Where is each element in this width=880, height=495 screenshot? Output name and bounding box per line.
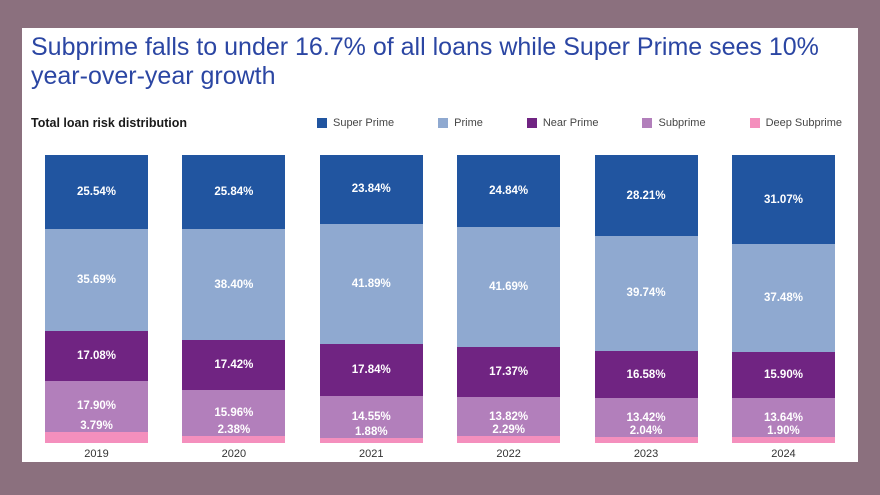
bar-segment-super-prime[interactable]: 28.21% (594, 155, 698, 237)
bar-stack-2023: 28.21% 39.74% 16.58% 13.42% 2.04% (594, 155, 698, 443)
bar-segment-subprime[interactable]: 14.55% (319, 395, 423, 438)
segment-value-label: 24.84% (489, 184, 529, 197)
x-axis-label: 2021 (359, 448, 384, 460)
segment-value-label: 17.08% (76, 349, 116, 362)
bar-segment-prime[interactable]: 38.40% (182, 229, 286, 340)
segment-value-label: 23.84% (351, 183, 391, 196)
segment-value-label: 14.55% (351, 410, 391, 423)
bar-segment-prime[interactable]: 41.69% (457, 226, 561, 347)
bar-segment-super-prime[interactable]: 25.84% (182, 155, 286, 230)
legend-item-prime[interactable]: Prime (438, 117, 483, 129)
bar-stack-2021: 23.84% 41.89% 17.84% 14.55% 1.88% (319, 155, 423, 443)
legend-label: Near Prime (542, 117, 599, 129)
segment-value-label: 16.58% (626, 368, 666, 381)
chart-header: Total loan risk distribution Super Prime… (22, 116, 858, 130)
bar-segment-deep-subprime[interactable]: 2.29% (457, 424, 561, 443)
segment-value-label: 17.37% (489, 365, 529, 378)
bar-segment-subprime[interactable]: 13.64% (731, 398, 835, 438)
legend-label: Deep Subprime (765, 117, 842, 129)
chart-subtitle: Total loan risk distribution (31, 116, 188, 130)
legend-item-super-prime[interactable]: Super Prime (316, 117, 395, 129)
bar-segment-near-prime[interactable]: 17.84% (319, 344, 423, 396)
segment-value-label: 17.84% (351, 363, 391, 376)
segment-value-label: 25.54% (76, 185, 116, 198)
page-title: Subprime falls to under 16.7% of all loa… (31, 33, 819, 90)
segment-value-label: 13.64% (763, 411, 803, 424)
segment-value-label: 17.90% (76, 400, 116, 413)
bar-stack-2020: 25.84% 38.40% 17.42% 15.96% 2.38% (182, 155, 286, 443)
bar-segment-near-prime[interactable]: 17.42% (182, 339, 286, 391)
bar-segment-near-prime[interactable]: 17.37% (457, 346, 561, 397)
bar-column-2021: 23.84% 41.89% 17.84% 14.55% 1.88% 2021 (319, 155, 423, 460)
segment-value-label: 37.48% (763, 292, 803, 305)
segment-value-label: 39.74% (626, 287, 666, 300)
legend: Super Prime Prime Near Prime Subprime Deep S… (316, 117, 842, 129)
bar-segment-super-prime[interactable]: 25.54% (45, 155, 148, 229)
bar-column-2020: 25.84% 38.40% 17.42% 15.96% 2.38% 2020 (182, 155, 286, 460)
stacked-bar-chart: 25.54% 35.69% 17.08% 17.90% 3.79% 2019 25.84% 3… (22, 155, 858, 460)
segment-value-label: 41.89% (351, 277, 391, 290)
x-axis-label: 2019 (84, 448, 109, 460)
bar-segment-deep-subprime[interactable]: 1.88% (319, 426, 423, 443)
bar-segment-super-prime[interactable]: 23.84% (319, 155, 423, 224)
bar-segment-near-prime[interactable]: 17.08% (45, 331, 148, 381)
bar-segment-subprime[interactable]: 13.42% (594, 398, 698, 438)
bar-stack-2019: 25.54% 35.69% 17.08% 17.90% 3.79% (45, 155, 148, 443)
bar-segment-subprime[interactable]: 17.90% (45, 380, 148, 433)
bar-column-2023: 28.21% 39.74% 16.58% 13.42% 2.04% 2023 (594, 155, 698, 460)
bar-segment-prime[interactable]: 35.69% (45, 228, 148, 332)
legend-label: Prime (454, 117, 483, 129)
bar-segment-near-prime[interactable]: 16.58% (594, 350, 698, 399)
bar-segment-deep-subprime[interactable]: 3.79% (45, 420, 148, 443)
legend-item-subprime[interactable]: Subprime (642, 117, 706, 129)
legend-swatch-subprime (642, 118, 653, 128)
legend-swatch-super-prime (316, 118, 327, 128)
bar-segment-deep-subprime[interactable]: 2.04% (594, 425, 698, 443)
segment-value-label: 38.40% (214, 278, 254, 291)
segment-value-label: 25.84% (214, 186, 254, 199)
segment-value-label: 17.42% (214, 359, 254, 372)
bar-segment-prime[interactable]: 39.74% (594, 236, 698, 351)
x-axis-label: 2022 (496, 448, 521, 460)
bar-segment-subprime[interactable]: 15.96% (182, 390, 286, 437)
x-axis-label: 2024 (771, 448, 796, 460)
bar-segment-subprime[interactable]: 13.82% (457, 396, 561, 437)
legend-label: Subprime (658, 117, 706, 129)
chart-panel: Subprime falls to under 16.7% of all loa… (22, 28, 858, 462)
bar-stack-2022: 24.84% 41.69% 17.37% 13.82% 2.29% (457, 155, 561, 443)
segment-value-label: 15.90% (763, 369, 803, 382)
bar-segment-prime[interactable]: 41.89% (319, 223, 423, 345)
bar-segment-prime[interactable]: 37.48% (731, 244, 835, 353)
legend-label: Super Prime (332, 117, 395, 129)
x-axis-label: 2020 (221, 448, 247, 460)
bar-column-2019: 25.54% 35.69% 17.08% 17.90% 3.79% 2019 (45, 155, 148, 460)
legend-swatch-near-prime (526, 118, 537, 128)
legend-item-deep-subprime[interactable]: Deep Subprime (749, 117, 842, 129)
segment-value-label: 35.69% (76, 273, 116, 286)
segment-value-label: 41.69% (489, 280, 529, 293)
segment-value-label: 15.96% (214, 407, 254, 420)
segment-value-label: 13.42% (626, 411, 666, 424)
bar-segment-near-prime[interactable]: 15.90% (731, 352, 835, 399)
legend-swatch-deep-subprime (749, 118, 760, 128)
segment-value-label: 13.82% (489, 410, 529, 423)
segment-value-label: 28.21% (626, 189, 666, 202)
legend-swatch-prime (438, 118, 449, 128)
segment-value-label: 31.07% (763, 193, 803, 206)
bar-segment-super-prime[interactable]: 24.84% (457, 155, 561, 227)
bar-column-2024: 31.07% 37.48% 15.90% 13.64% 1.90% 2024 (731, 155, 835, 460)
bar-segment-super-prime[interactable]: 31.07% (731, 155, 835, 245)
bar-segment-deep-subprime[interactable]: 2.38% (182, 424, 286, 443)
bar-stack-2024: 31.07% 37.48% 15.90% 13.64% 1.90% (731, 155, 835, 443)
bar-segment-deep-subprime[interactable]: 1.90% (731, 425, 835, 443)
bar-column-2022: 24.84% 41.69% 17.37% 13.82% 2.29% 2022 (457, 155, 561, 460)
legend-item-near-prime[interactable]: Near Prime (526, 117, 599, 129)
x-axis-label: 2023 (633, 448, 659, 460)
